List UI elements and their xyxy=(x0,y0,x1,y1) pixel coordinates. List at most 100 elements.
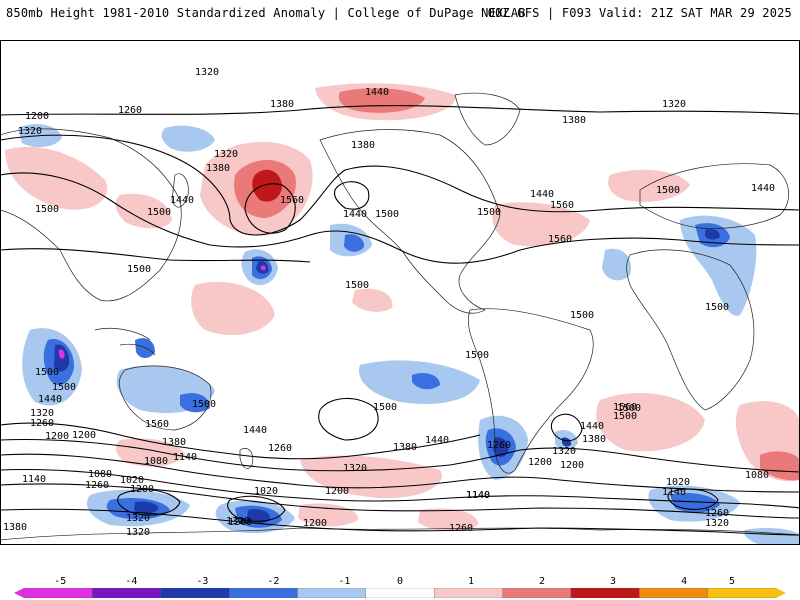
coastline-north-america xyxy=(319,129,501,314)
positive-anomaly-europe xyxy=(608,169,690,202)
contour-label: 1200 xyxy=(25,111,49,122)
contour-line xyxy=(0,134,800,236)
coastline-australia xyxy=(118,365,212,431)
contour-label: 1500 xyxy=(52,382,76,393)
colorbar-arrow-left xyxy=(14,588,24,598)
contour-line xyxy=(0,438,800,473)
contour-label: 1440 xyxy=(530,189,554,200)
contour-line xyxy=(227,495,286,522)
contour-label: 1260 xyxy=(30,418,54,429)
contour-label: 1080 xyxy=(88,469,112,480)
colorbar-tick-label: 3 xyxy=(610,576,617,587)
contour-label: 1560 xyxy=(613,402,637,413)
contour-label: 1320 xyxy=(214,149,238,160)
colorbar-segment xyxy=(502,588,572,598)
negative-anomaly-australia-core-2 xyxy=(180,393,210,413)
colorbar-labels: -5 -4 -3 -2 -1 0 1 2 3 4 5 xyxy=(14,576,786,588)
contour-line xyxy=(0,105,800,116)
coastline-new-zealand xyxy=(239,448,254,469)
contour-line xyxy=(0,508,800,536)
contour-label: 1260 xyxy=(228,517,252,528)
contour-label: 1320 xyxy=(126,513,150,524)
contour-label: 1260 xyxy=(705,508,729,519)
contour-label: 1200 xyxy=(325,486,349,497)
colorbar-segment xyxy=(297,588,367,598)
contour-line xyxy=(0,172,800,264)
positive-anomaly-south-pac-2 xyxy=(115,438,185,467)
negative-anomaly-europe xyxy=(680,215,757,316)
contour-label: 1560 xyxy=(280,195,304,206)
coastline-antarctica xyxy=(0,527,800,541)
contour-label: 1200 xyxy=(45,431,69,442)
contour-label: 1260 xyxy=(449,523,473,534)
contour-label: 1200 xyxy=(560,460,584,471)
coastline-europe xyxy=(639,163,789,229)
colorbar-tick-label: -5 xyxy=(54,576,67,587)
map-canvas: 1320 1440 1380 1320 1260 1200 1320 1380 … xyxy=(0,40,800,545)
colorbar-tick-label: 1 xyxy=(468,576,475,587)
colorbar-segment xyxy=(434,588,504,598)
negative-anomaly-southern-ocean-w-peak xyxy=(134,501,159,514)
contour-label: 1500 xyxy=(617,403,641,414)
negative-anomaly-south-atl-core xyxy=(562,437,572,447)
contour-label: 1560 xyxy=(550,200,574,211)
colorbar-arrow-right xyxy=(776,588,786,598)
contour-line xyxy=(550,413,583,442)
negative-anomaly-mid-pac-core xyxy=(412,373,440,390)
contour-label: 1380 xyxy=(393,442,417,453)
contour-label: 1140 xyxy=(662,487,686,498)
contour-label: 1440 xyxy=(425,435,449,446)
contour-label: 1440 xyxy=(365,87,389,98)
coastline-africa xyxy=(626,249,755,411)
colorbar-segment xyxy=(160,588,230,598)
contour-labels: 1320 1440 1380 1320 1260 1200 1320 1380 … xyxy=(3,67,775,538)
contour-label: 1440 xyxy=(243,425,267,436)
positive-anomaly-nw-pacific-peak xyxy=(252,169,282,202)
negative-anomaly-australia-core xyxy=(135,338,155,358)
coastline-indonesia xyxy=(94,327,156,356)
contour-label: 1320 xyxy=(195,67,219,78)
contour-label: 1380 xyxy=(3,522,27,533)
contour-label: 1080 xyxy=(144,456,168,467)
contour-label: 1440 xyxy=(170,195,194,206)
contour-label: 1140 xyxy=(466,490,490,501)
contour-label: 1320 xyxy=(552,446,576,457)
contour-line xyxy=(0,483,800,519)
contour-label: 1320 xyxy=(126,527,150,538)
contour-label: 1500 xyxy=(465,350,489,361)
map-title: 850mb Height 1981-2010 Standardized Anom… xyxy=(6,6,526,20)
colorbar-tick-label: 4 xyxy=(681,576,688,587)
negative-anomaly-europe-peak xyxy=(705,228,720,240)
contour-line xyxy=(0,422,481,460)
contour-label: 1380 xyxy=(351,140,375,151)
contour-label: 1320 xyxy=(18,126,42,137)
contour-label: 1500 xyxy=(570,310,594,321)
negative-anomaly-atlantic xyxy=(602,248,631,281)
contour-line xyxy=(0,248,311,263)
colorbar-segment xyxy=(228,588,299,598)
contour-label: 1020 xyxy=(120,475,144,486)
contour-label: 1500 xyxy=(375,209,399,220)
anomaly-map: 1320 1440 1380 1320 1260 1200 1320 1380 … xyxy=(0,40,800,545)
positive-anomaly-south-atl xyxy=(596,392,705,452)
colorbar-tick-label: 5 xyxy=(728,576,735,587)
positive-anomaly-asia-2 xyxy=(115,193,172,229)
contour-label: 1380 xyxy=(270,99,294,110)
coastline-south-america xyxy=(467,308,594,474)
coastline-greenland xyxy=(454,92,521,146)
contour-label: 1320 xyxy=(662,99,686,110)
colorbar-segment xyxy=(707,588,777,598)
colorbar-tick-label: -1 xyxy=(338,576,351,587)
contour-label: 1140 xyxy=(173,452,197,463)
contour-line xyxy=(333,181,370,210)
contour-label: 1500 xyxy=(613,411,637,422)
contour-label: 1200 xyxy=(130,484,154,495)
positive-anomaly-tropics xyxy=(191,281,275,335)
contour-label: 1500 xyxy=(192,399,216,410)
contour-label: 1500 xyxy=(705,302,729,313)
contour-label: 1500 xyxy=(147,207,171,218)
contour-label: 1560 xyxy=(145,419,169,430)
contour-label: 1320 xyxy=(30,408,54,419)
negative-anomaly-west-pac-center xyxy=(260,265,266,271)
contour-label: 1500 xyxy=(345,280,369,291)
